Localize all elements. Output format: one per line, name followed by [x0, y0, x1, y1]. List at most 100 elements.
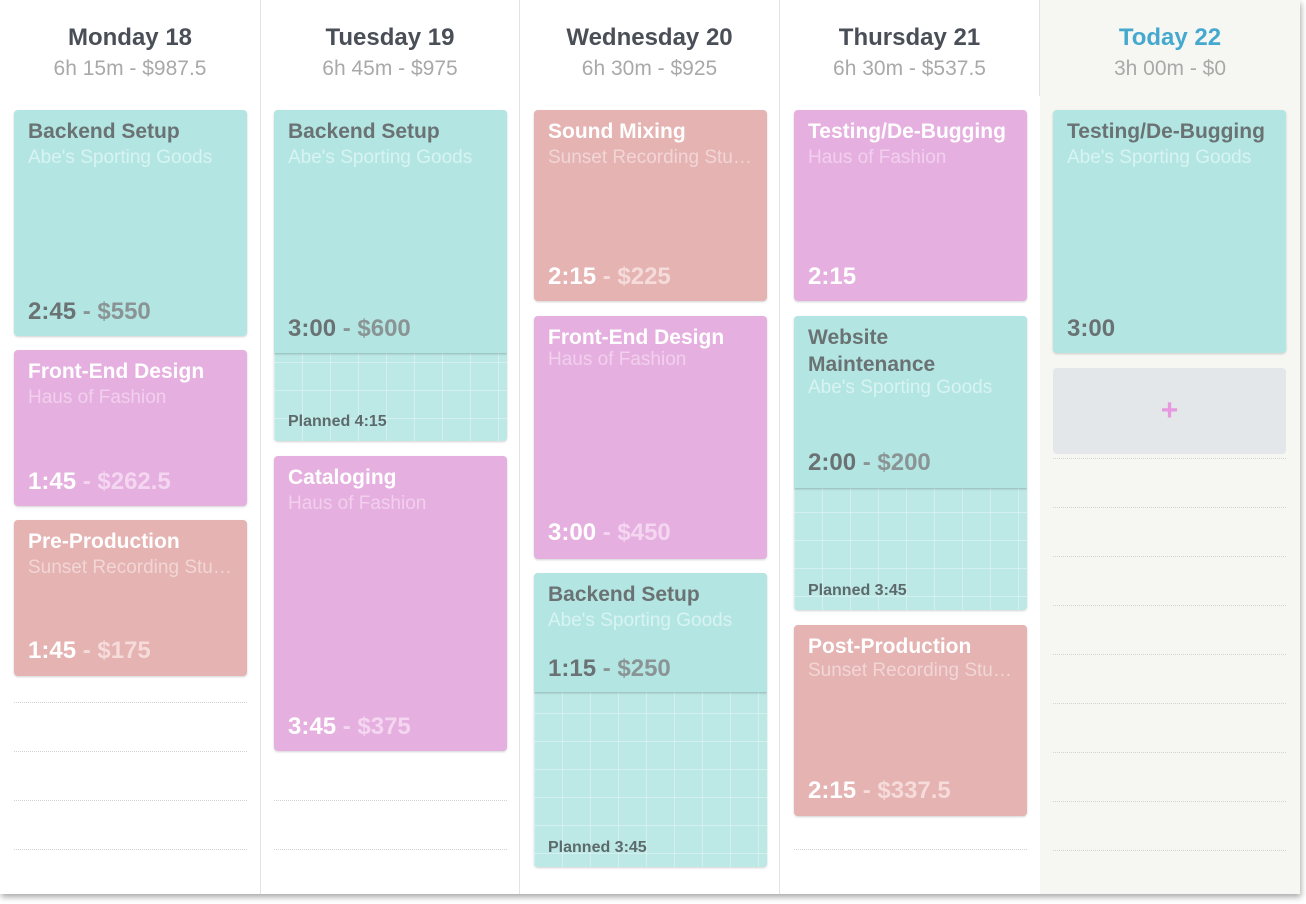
time-entry-card[interactable]: Website Maintenance Abe's Sporting Goods… — [794, 316, 1027, 610]
duration: 2:15 — [548, 263, 597, 290]
day-title[interactable]: Tuesday 19 — [325, 24, 455, 51]
empty-slot-line — [274, 800, 507, 801]
time-entry-card[interactable]: Backend Setup Abe's Sporting Goods 3:00 … — [274, 110, 507, 441]
tracked-time-area — [534, 573, 767, 692]
time-entry-card[interactable]: Backend Setup Abe's Sporting Goods 2:45 … — [14, 110, 247, 336]
tracked-time-area — [794, 316, 1027, 488]
amount: $450 — [617, 519, 671, 546]
separator: - — [76, 468, 98, 495]
column-divider — [779, 0, 780, 894]
time-entry-card[interactable]: Sound Mixing Sunset Recording Studio 2:1… — [534, 110, 767, 301]
empty-slot-line — [14, 800, 247, 801]
day-title[interactable]: Today 22 — [1118, 24, 1222, 51]
empty-slot-line — [1053, 703, 1286, 704]
amount: $600 — [357, 315, 411, 342]
task-name: Post-Production — [808, 635, 972, 658]
time-entry-card[interactable]: Testing/De-Bugging Haus of Fashion 2:15 — [794, 110, 1027, 301]
column-divider — [1039, 0, 1040, 96]
entry-total: 2:15 - $337.5 — [808, 776, 1015, 806]
entry-total: 1:15 - $250 — [548, 654, 755, 684]
day-column-today: Today 22 3h 00m - $0 Testing/De-Bugging … — [1040, 0, 1300, 894]
task-name: Front-End Design — [548, 326, 725, 349]
amount: $262.5 — [97, 468, 171, 495]
time-entry-card[interactable]: Front-End Design Haus of Fashion 1:45 - … — [14, 350, 247, 506]
client-name: Abe's Sporting Goods — [808, 377, 993, 398]
task-name: Backend Setup — [28, 120, 180, 143]
separator: - — [596, 519, 618, 546]
day-summary: 6h 15m - $987.5 — [53, 57, 207, 80]
amount: $250 — [617, 655, 671, 682]
entry-total: 3:00 - $450 — [548, 518, 755, 548]
separator: - — [856, 449, 878, 476]
planned-duration: Planned 3:45 — [808, 582, 907, 599]
empty-slot-line — [1053, 507, 1286, 508]
day-column-wednesday: Wednesday 20 6h 30m - $925 Sound Mixing … — [520, 0, 779, 894]
day-summary: 6h 30m - $925 — [581, 57, 718, 80]
day-summary: 3h 00m - $0 — [1113, 57, 1227, 80]
separator: - — [596, 655, 618, 682]
empty-slot-line — [1053, 801, 1286, 802]
separator: - — [596, 263, 618, 290]
day-column-thursday: Thursday 21 6h 30m - $537.5 Testing/De-B… — [780, 0, 1039, 894]
planned-duration: Planned 4:15 — [288, 413, 387, 430]
entry-total: 2:15 — [808, 262, 1015, 292]
day-summary: 6h 30m - $537.5 — [833, 57, 986, 80]
amount: $337.5 — [877, 777, 951, 804]
client-name: Abe's Sporting Goods — [28, 147, 213, 168]
day-summary: 6h 45m - $975 — [322, 57, 458, 80]
day-column-monday: Monday 18 6h 15m - $987.5 Backend Setup … — [0, 0, 260, 894]
client-name: Sunset Recording Studio — [28, 557, 233, 578]
separator: - — [76, 637, 98, 664]
empty-slot-line — [14, 751, 247, 752]
day-title[interactable]: Monday 18 — [67, 24, 193, 51]
entry-total: 3:00 - $600 — [288, 314, 495, 344]
day-title[interactable]: Wednesday 20 — [566, 24, 733, 51]
entry-total: 2:00 - $200 — [808, 448, 1015, 478]
add-entry-button[interactable]: + — [1053, 368, 1286, 454]
duration: 1:45 — [28, 637, 77, 664]
duration: 2:00 — [808, 449, 857, 476]
empty-slot-line — [1053, 752, 1286, 753]
empty-slot-line — [1053, 458, 1286, 459]
task-name: Cataloging — [288, 466, 397, 489]
tracked-time-area — [274, 110, 507, 353]
day-title[interactable]: Thursday 21 — [838, 24, 981, 51]
plus-icon: + — [1160, 394, 1179, 427]
client-name: Abe's Sporting Goods — [288, 147, 473, 168]
task-name: Backend Setup — [548, 583, 700, 606]
amount: $550 — [97, 298, 151, 325]
entry-total: 1:45 - $262.5 — [28, 467, 235, 497]
empty-slot-line — [1053, 605, 1286, 606]
time-entry-card[interactable]: Front-End Design Haus of Fashion 3:00 - … — [534, 316, 767, 559]
duration: 3:45 — [288, 713, 337, 740]
time-entry-card[interactable]: Testing/De-Bugging Abe's Sporting Goods … — [1053, 110, 1286, 353]
duration: 2:15 — [808, 777, 857, 804]
amount: $200 — [877, 449, 931, 476]
client-name: Sunset Recording Studio — [808, 660, 1013, 681]
day-column-tuesday: Tuesday 19 6h 45m - $975 Backend Setup A… — [261, 0, 519, 894]
entry-total: 2:15 - $225 — [548, 262, 755, 292]
time-entry-card[interactable]: Post-Production Sunset Recording Studio … — [794, 625, 1027, 816]
empty-slot-line — [1053, 850, 1286, 851]
column-divider — [519, 0, 520, 894]
planned-duration: Planned 3:45 — [548, 839, 647, 856]
task-name: Website Maintenance — [808, 326, 936, 376]
column-divider — [260, 0, 261, 894]
duration: 1:45 — [28, 468, 77, 495]
client-name: Abe's Sporting Goods — [548, 610, 733, 631]
duration: 2:45 — [28, 298, 77, 325]
duration: 3:00 — [548, 519, 597, 546]
time-entry-card[interactable]: Backend Setup Abe's Sporting Goods 1:15 … — [534, 573, 767, 867]
time-entry-card[interactable]: Pre-Production Sunset Recording Studio 1… — [14, 520, 247, 676]
client-name: Haus of Fashion — [28, 387, 167, 408]
entry-total: 3:45 - $375 — [288, 712, 495, 742]
task-name: Backend Setup — [288, 120, 440, 143]
task-name: Testing/De-Bugging — [808, 120, 1006, 143]
entry-total: 1:45 - $175 — [28, 636, 235, 666]
empty-slot-line — [274, 849, 507, 850]
empty-slot-line — [14, 849, 247, 850]
task-name: Sound Mixing — [548, 120, 686, 143]
client-name: Abe's Sporting Goods — [1067, 147, 1252, 168]
time-entry-card[interactable]: Cataloging Haus of Fashion 3:45 - $375 — [274, 456, 507, 751]
